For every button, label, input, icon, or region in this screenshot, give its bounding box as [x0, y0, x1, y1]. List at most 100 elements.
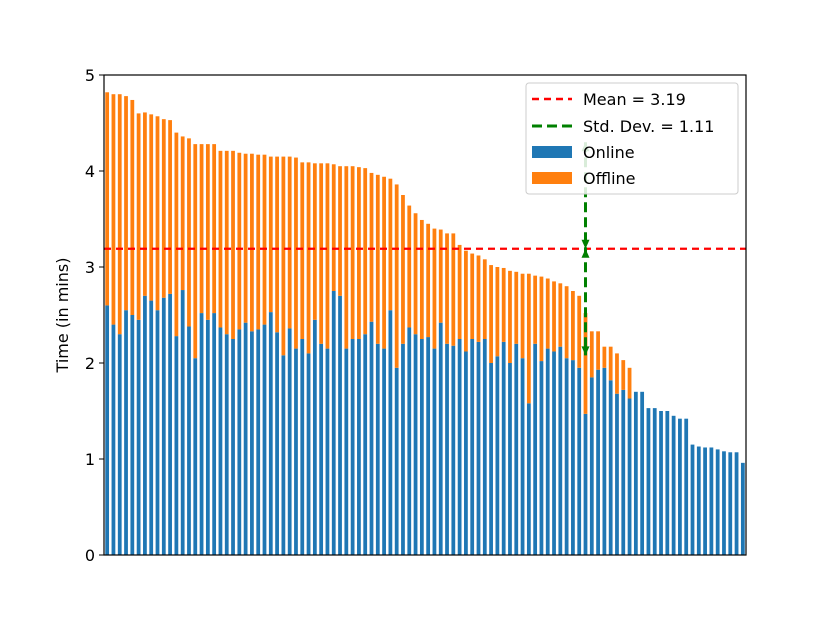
- online-bar: [501, 341, 506, 555]
- online-bar: [589, 377, 594, 555]
- online-bar: [111, 324, 116, 555]
- online-bar: [224, 334, 229, 555]
- online-bar: [231, 339, 235, 555]
- offline-bar: [482, 259, 487, 339]
- y-tick-label: 2: [85, 354, 95, 373]
- online-bar: [350, 339, 355, 555]
- offline-bar: [218, 150, 223, 328]
- online-bar: [294, 348, 298, 555]
- legend-box: [525, 82, 739, 195]
- online-bar: [149, 300, 154, 555]
- offline-bar: [508, 270, 512, 363]
- offline-bar: [407, 205, 412, 328]
- offline-bar: [464, 250, 468, 352]
- offline-bar: [262, 154, 267, 325]
- legend: Mean = 3.19 Std. Dev. = 1.11 Online Offl…: [525, 82, 739, 195]
- online-bar: [722, 451, 726, 555]
- offline-bar: [369, 172, 374, 322]
- online-bar: [671, 415, 676, 555]
- online-bar: [602, 367, 607, 555]
- online-bar: [136, 319, 141, 555]
- online-bar: [678, 418, 682, 555]
- online-bar: [495, 356, 500, 555]
- online-bar: [526, 403, 531, 555]
- online-bar: [583, 413, 588, 555]
- offline-bar: [589, 331, 594, 378]
- online-bar: [357, 339, 361, 555]
- offline-bar: [419, 219, 424, 339]
- legend-online-swatch: [532, 146, 572, 158]
- offline-bar: [180, 136, 185, 291]
- online-bar: [665, 411, 670, 555]
- online-bar: [482, 339, 487, 555]
- y-axis-label: Time (in mins): [53, 258, 72, 374]
- online-bar: [312, 319, 317, 555]
- online-bar: [237, 329, 242, 555]
- online-bar: [539, 361, 544, 555]
- online-bar: [407, 327, 412, 555]
- online-bar: [275, 332, 279, 555]
- offline-bar: [596, 331, 600, 370]
- online-bar: [413, 334, 418, 555]
- offline-bar: [287, 156, 292, 329]
- online-bar: [728, 452, 733, 555]
- plot-frame: [103, 74, 747, 556]
- online-bar: [262, 324, 267, 555]
- offline-bar: [205, 144, 210, 320]
- offline-bar: [275, 156, 279, 333]
- offline-bar: [457, 244, 462, 339]
- legend-online-label: Online: [583, 143, 635, 162]
- online-bar: [709, 447, 714, 555]
- online-bar: [476, 341, 481, 555]
- online-bar: [363, 334, 368, 555]
- offline-bar: [331, 164, 336, 291]
- legend-std-label: Std. Dev. = 1.11: [583, 117, 714, 136]
- offline-bar: [193, 144, 198, 359]
- offline-bar: [136, 113, 141, 320]
- offline-bar: [155, 116, 160, 311]
- online-bar: [218, 327, 223, 555]
- offline-bar: [495, 267, 500, 357]
- offline-bar: [237, 152, 242, 330]
- online-bar: [325, 348, 330, 555]
- offline-bar: [539, 276, 544, 362]
- offline-bar: [438, 229, 443, 323]
- offline-bar: [256, 154, 261, 330]
- online-bar: [212, 313, 217, 555]
- offline-bar: [451, 233, 456, 346]
- offline-bar: [426, 223, 431, 338]
- bars-layer: [105, 92, 745, 555]
- offline-bar: [325, 163, 330, 349]
- online-bar: [193, 358, 198, 555]
- offline-bar: [363, 168, 368, 335]
- online-bar: [268, 312, 273, 555]
- online-bar: [432, 348, 437, 555]
- online-bar: [199, 313, 204, 555]
- online-bar: [684, 418, 689, 555]
- offline-bar: [445, 233, 449, 344]
- online-bar: [545, 348, 550, 555]
- online-bar: [615, 393, 619, 555]
- offline-bar: [306, 162, 311, 354]
- online-bar: [187, 326, 191, 555]
- std-dev-arrow-bottom: [581, 346, 590, 356]
- online-bar: [552, 351, 556, 555]
- offline-bar: [545, 278, 550, 349]
- online-bar: [306, 353, 311, 555]
- online-bar: [394, 367, 399, 555]
- y-tick-label: 1: [85, 450, 95, 469]
- offline-bar: [231, 150, 235, 339]
- online-bar: [627, 398, 632, 555]
- online-bar: [445, 343, 449, 555]
- offline-bar: [300, 162, 305, 339]
- online-bar: [451, 345, 456, 555]
- online-bar: [161, 297, 166, 555]
- offline-bar: [294, 157, 298, 349]
- offline-bar: [558, 283, 563, 347]
- offline-bar: [338, 166, 342, 296]
- y-tick-label: 0: [85, 546, 95, 565]
- offline-bar: [149, 114, 154, 301]
- offline-bar: [268, 156, 273, 313]
- online-bar: [703, 447, 707, 555]
